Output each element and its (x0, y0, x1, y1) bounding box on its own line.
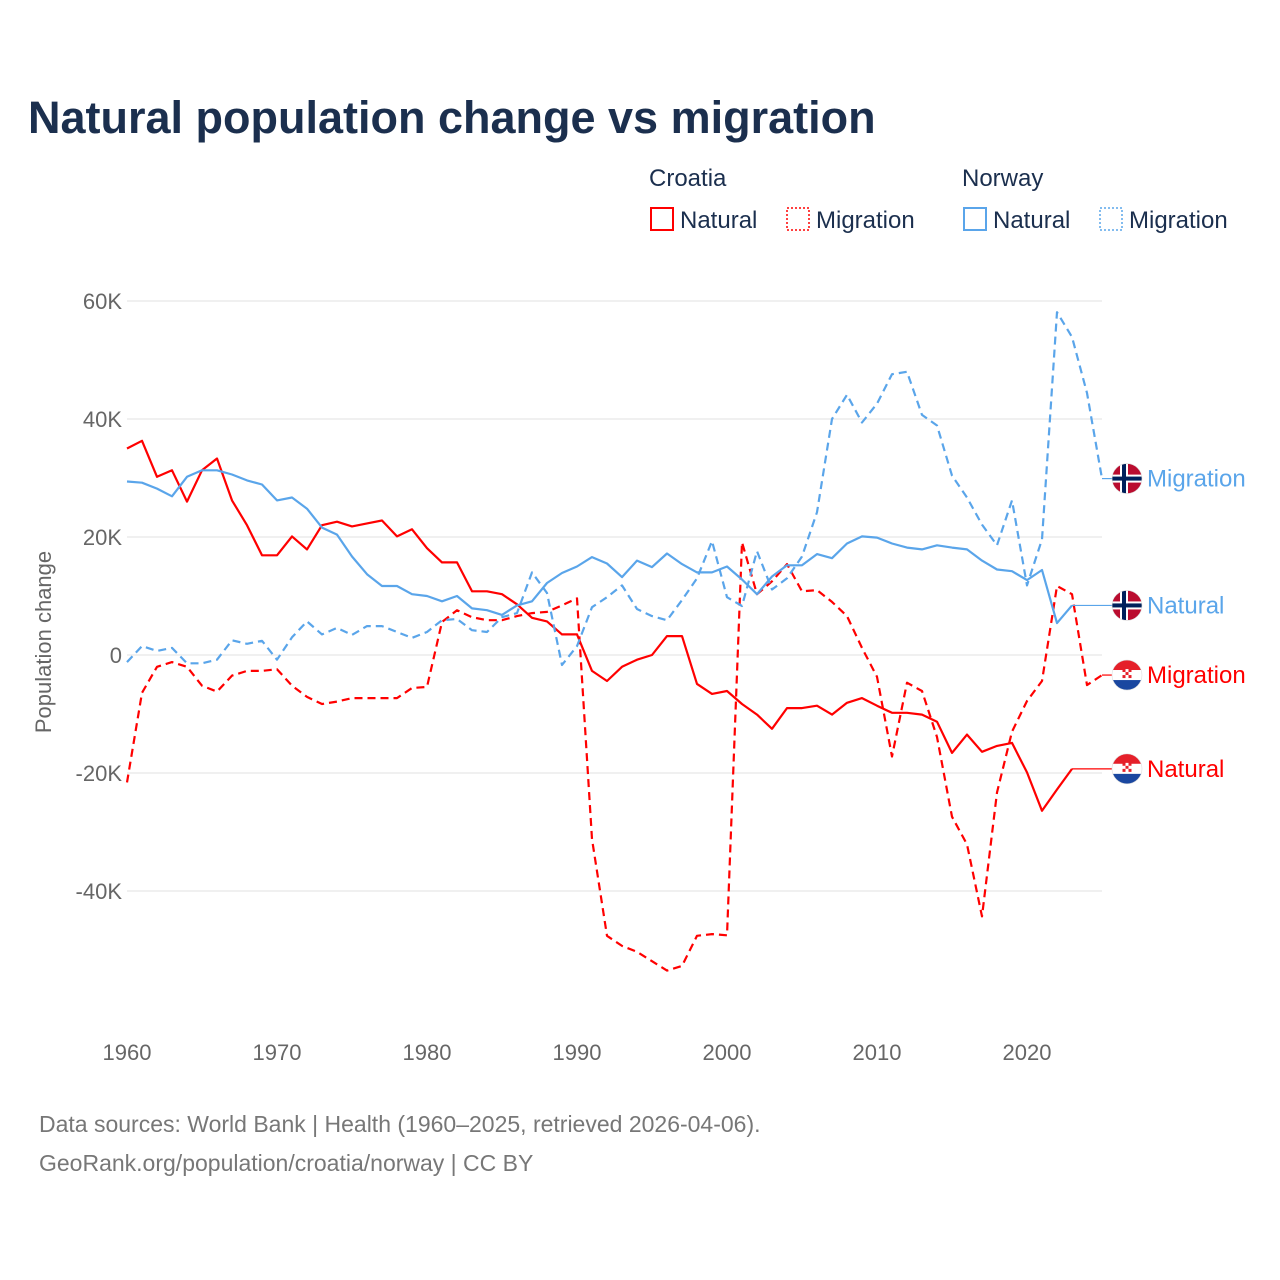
norway-flag-icon (1112, 590, 1142, 621)
series-line-croatia-migration[interactable] (125, 541, 1103, 972)
croatia-flag-icon (1112, 753, 1142, 784)
end-label-norway-natural: Natural (1147, 592, 1224, 619)
end-label-croatia-natural: Natural (1147, 756, 1224, 783)
y-axis-label: Population change (31, 551, 56, 733)
gridlines (127, 300, 1102, 892)
footer-link[interactable]: GeoRank.org/population/croatia/norway | … (39, 1150, 533, 1176)
legend-label-norway-migration[interactable]: Migration (1129, 207, 1228, 234)
legend-swatch-norway-natural (963, 207, 987, 231)
legend-label-croatia-migration[interactable]: Migration (816, 207, 915, 234)
y-axis-ticks: 60K 40K 20K 0 -20K -40K (76, 289, 123, 904)
legend-swatch-norway-migration (1099, 207, 1123, 231)
norway-flag-icon (1112, 463, 1142, 494)
y-tick-label: 60K (83, 289, 122, 314)
footer-sources: Data sources: World Bank | Health (1960–… (39, 1111, 761, 1137)
end-label-croatia-migration: Migration (1147, 662, 1246, 689)
end-labels: Natural Migration Natural Migration (1111, 463, 1246, 785)
legend-swatch-croatia-migration (786, 207, 810, 231)
x-tick-label: 1970 (253, 1040, 302, 1065)
end-label-norway-migration: Migration (1147, 466, 1246, 493)
legend: Croatia Natural Migration Norway Natural… (649, 165, 1228, 234)
x-tick-label: 1990 (553, 1040, 602, 1065)
y-tick-label: 0 (110, 643, 122, 668)
series-line-norway-natural[interactable] (126, 469, 1073, 625)
legend-group-norway: Norway (962, 165, 1043, 192)
y-tick-label: 40K (83, 407, 122, 432)
series-line-norway-migration[interactable] (126, 311, 1104, 667)
chart-title: Natural population change vs migration (28, 92, 876, 143)
x-tick-label: 1980 (403, 1040, 452, 1065)
y-tick-label: -40K (76, 879, 123, 904)
y-tick-label: 20K (83, 525, 122, 550)
x-tick-label: 2020 (1003, 1040, 1052, 1065)
series-lines (125, 311, 1113, 972)
series-line-croatia-natural[interactable] (126, 439, 1073, 812)
legend-group-croatia: Croatia (649, 165, 727, 192)
legend-swatch-croatia-natural (650, 207, 674, 231)
legend-label-norway-natural[interactable]: Natural (993, 207, 1070, 234)
x-tick-label: 2000 (703, 1040, 752, 1065)
x-tick-label: 1960 (103, 1040, 152, 1065)
y-tick-label: -20K (76, 761, 123, 786)
x-tick-label: 2010 (853, 1040, 902, 1065)
x-axis-ticks: 1960 1970 1980 1990 2000 2010 2020 (103, 1040, 1052, 1065)
legend-label-croatia-natural[interactable]: Natural (680, 207, 757, 234)
croatia-flag-icon (1112, 660, 1142, 691)
